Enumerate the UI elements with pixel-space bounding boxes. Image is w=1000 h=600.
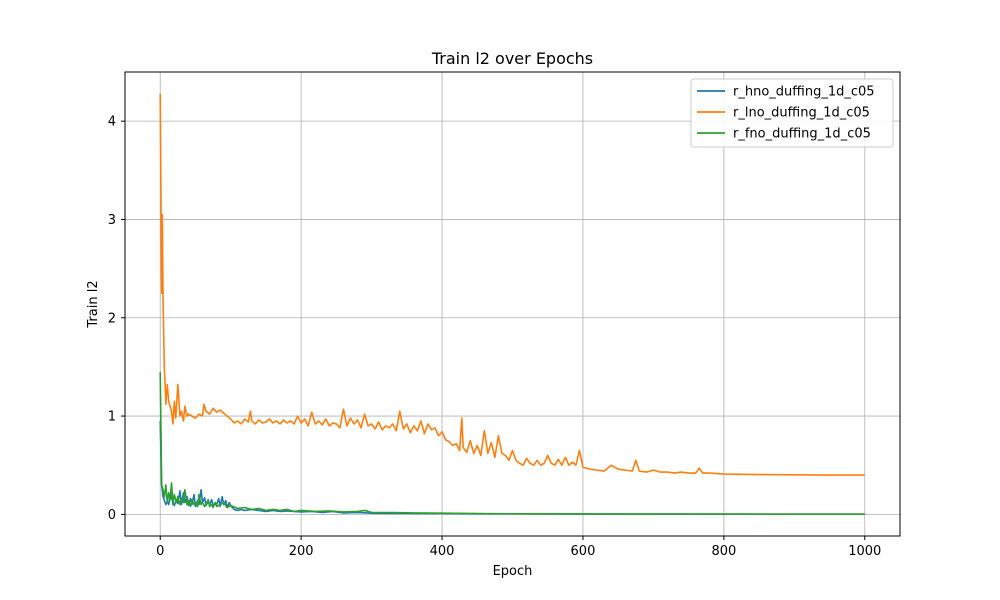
series-line-r_hno_duffing_1d_c05 xyxy=(159,420,865,515)
y-tick-label: 1 xyxy=(108,410,116,425)
series-layer xyxy=(159,93,865,515)
y-axis-ticks: 0 1 2 3 4 xyxy=(108,115,125,523)
y-tick-label: 2 xyxy=(108,311,116,326)
x-axis-ticks: 0 200 400 600 800 1000 xyxy=(156,536,881,559)
y-tick-label: 4 xyxy=(108,115,116,130)
y-tick-label: 3 xyxy=(108,213,116,228)
legend-label: r_fno_duffing_1d_c05 xyxy=(733,127,871,142)
series-line-r_lno_duffing_1d_c05 xyxy=(159,93,865,476)
x-tick-label: 600 xyxy=(571,544,596,559)
series-line-r_fno_duffing_1d_c05 xyxy=(159,371,865,515)
legend-label: r_hno_duffing_1d_c05 xyxy=(733,85,875,100)
y-axis-label: Train l2 xyxy=(86,280,101,328)
x-tick-label: 200 xyxy=(289,544,314,559)
x-axis-label: Epoch xyxy=(493,564,533,579)
x-tick-label: 400 xyxy=(430,544,455,559)
plot-area xyxy=(159,93,865,515)
legend-box xyxy=(690,78,894,148)
axes-frame xyxy=(124,71,901,537)
legend: r_hno_duffing_1d_c05 r_lno_duffing_1d_c05… xyxy=(690,78,894,148)
chart-title: Train l2 over Epochs xyxy=(431,49,593,68)
y-tick-label: 0 xyxy=(108,508,116,523)
x-tick-label: 1000 xyxy=(848,544,881,559)
legend-label: r_lno_duffing_1d_c05 xyxy=(733,106,870,121)
x-tick-label: 800 xyxy=(711,544,736,559)
x-tick-label: 0 xyxy=(156,544,164,559)
